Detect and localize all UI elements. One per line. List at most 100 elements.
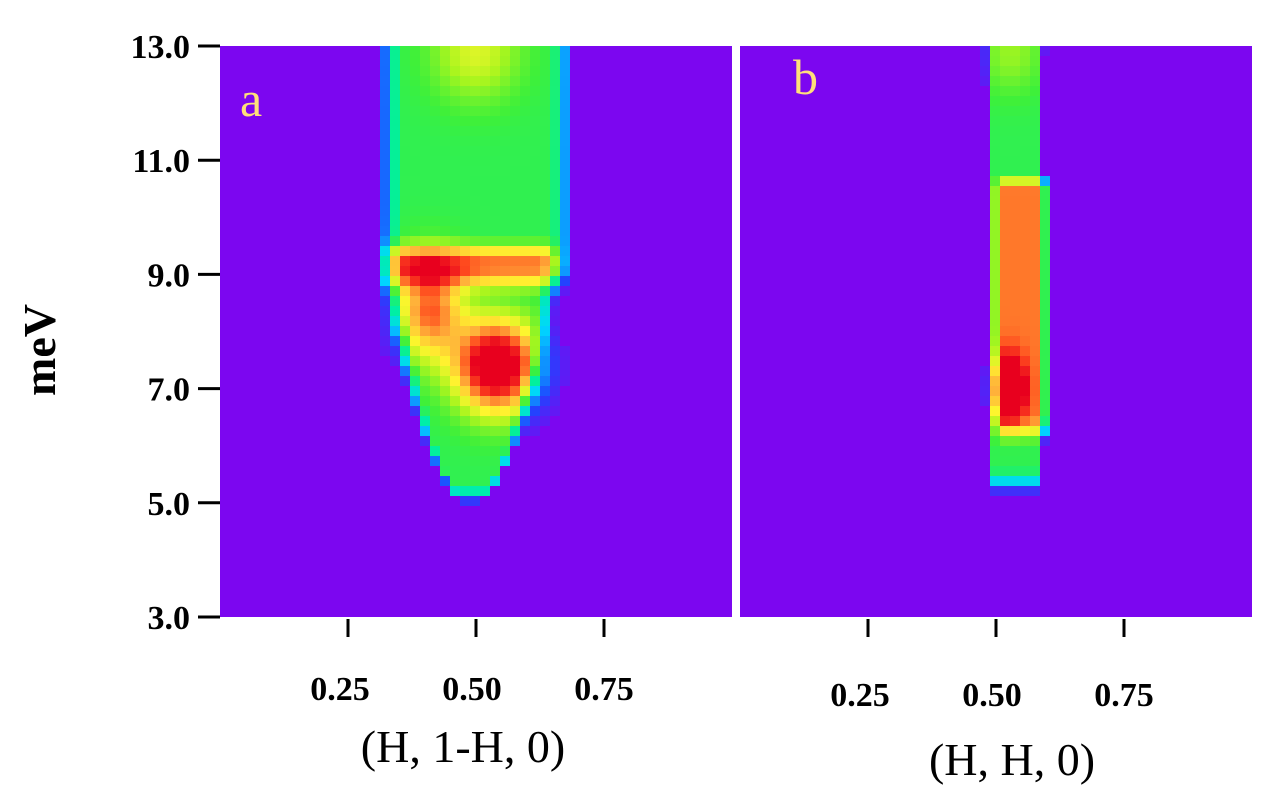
- heatmap-cell: [450, 416, 460, 426]
- heatmap-cell: [450, 296, 460, 306]
- heatmap-cell: [540, 146, 550, 156]
- heatmap-cell: [380, 56, 390, 66]
- heatmap-cell: [1020, 436, 1030, 446]
- heatmap-cell: [1010, 486, 1020, 496]
- heatmap-cell: [480, 116, 490, 126]
- heatmap-cell: [1000, 126, 1010, 136]
- heatmap-cell: [500, 336, 510, 346]
- heatmap-cell: [460, 476, 470, 486]
- heatmap-cell: [470, 156, 480, 166]
- heatmap-cell: [1000, 256, 1010, 266]
- heatmap-cell: [560, 56, 570, 66]
- heatmap-cell: [400, 286, 410, 296]
- heatmap-cell: [430, 236, 440, 246]
- heatmap-cell: [550, 346, 560, 356]
- heatmap-cell: [400, 176, 410, 186]
- heatmap-cell: [430, 86, 440, 96]
- heatmap-cell: [420, 436, 430, 446]
- heatmap-cell: [1030, 216, 1040, 226]
- heatmap-cell: [470, 76, 480, 86]
- heatmap-cell: [420, 96, 430, 106]
- heatmap-cell: [1000, 216, 1010, 226]
- heatmap-cell: [390, 346, 400, 356]
- heatmap-cell: [500, 196, 510, 206]
- heatmap-cell: [990, 476, 1000, 486]
- heatmap-cell: [520, 156, 530, 166]
- heatmap-cell: [440, 356, 450, 366]
- heatmap-cell: [530, 76, 540, 86]
- heatmap-cell: [520, 426, 530, 436]
- heatmap-cell: [480, 336, 490, 346]
- heatmap-cell: [980, 66, 990, 76]
- heatmap-cell: [500, 106, 510, 116]
- heatmap-cell: [460, 136, 470, 146]
- heatmap-cell: [550, 306, 560, 316]
- heatmap-cell: [390, 136, 400, 146]
- heatmap-cell: [500, 386, 510, 396]
- heatmap-cell: [520, 376, 530, 386]
- heatmap-cell: [430, 46, 440, 56]
- heatmap-cell: [550, 246, 560, 256]
- heatmap-cell: [390, 216, 400, 226]
- heatmap-cell: [520, 106, 530, 116]
- heatmap-cell: [450, 346, 460, 356]
- heatmap-cell: [520, 86, 530, 96]
- heatmap-cell: [1010, 226, 1020, 236]
- heatmap-cell: [1010, 86, 1020, 96]
- heatmap-cell: [470, 316, 480, 326]
- heatmap-cell: [470, 386, 480, 396]
- heatmap-cell: [390, 236, 400, 246]
- heatmap-cell: [530, 46, 540, 56]
- heatmap-cell: [1030, 466, 1040, 476]
- heatmap-cell: [1020, 336, 1030, 346]
- heatmap-cell: [1030, 176, 1040, 186]
- heatmap-cell: [500, 406, 510, 416]
- heatmap-cell: [480, 226, 490, 236]
- heatmap-cell: [510, 206, 520, 216]
- heatmap-cell: [1020, 406, 1030, 416]
- heatmap-cell: [400, 246, 410, 256]
- heatmap-cell: [450, 236, 460, 246]
- heatmap-cell: [430, 416, 440, 426]
- heatmap-cell: [1000, 476, 1010, 486]
- heatmap-cell: [510, 46, 520, 56]
- heatmap-cell: [1010, 346, 1020, 356]
- heatmap-cell: [430, 106, 440, 116]
- heatmap-cell: [1020, 256, 1030, 266]
- heatmap-cell: [470, 346, 480, 356]
- heatmap-cell: [470, 266, 480, 276]
- heatmap-cell: [540, 396, 550, 406]
- heatmap-cell: [460, 286, 470, 296]
- heatmap-cell: [420, 396, 430, 406]
- heatmap-cell: [1020, 86, 1030, 96]
- heatmap-cell: [520, 276, 530, 286]
- heatmap-cell: [460, 356, 470, 366]
- heatmap-cell: [390, 356, 400, 366]
- heatmap-cell: [550, 396, 560, 406]
- heatmap-cell: [460, 486, 470, 496]
- heatmap-cell: [470, 196, 480, 206]
- heatmap-cell: [390, 156, 400, 166]
- heatmap-cell: [500, 316, 510, 326]
- heatmap-cell: [430, 386, 440, 396]
- heatmap-cell: [500, 96, 510, 106]
- heatmap-cell: [440, 456, 450, 466]
- heatmap-cell: [560, 86, 570, 96]
- heatmap-cell: [1000, 326, 1010, 336]
- heatmap-cell: [390, 196, 400, 206]
- heatmap-cell: [530, 106, 540, 116]
- heatmap-cell: [990, 216, 1000, 226]
- heatmap-cell: [380, 256, 390, 266]
- heatmap-cell: [440, 46, 450, 56]
- heatmap-cell: [520, 166, 530, 176]
- heatmap-cell: [490, 176, 500, 186]
- heatmap-cell: [460, 196, 470, 206]
- heatmap-cell: [450, 56, 460, 66]
- heatmap-cell: [1030, 376, 1040, 386]
- heatmap-cell: [1020, 426, 1030, 436]
- heatmap-cell: [450, 76, 460, 86]
- heatmap-cell: [450, 156, 460, 166]
- heatmap-cell: [980, 386, 990, 396]
- heatmap-cell: [1040, 46, 1050, 56]
- heatmap-cell: [500, 236, 510, 246]
